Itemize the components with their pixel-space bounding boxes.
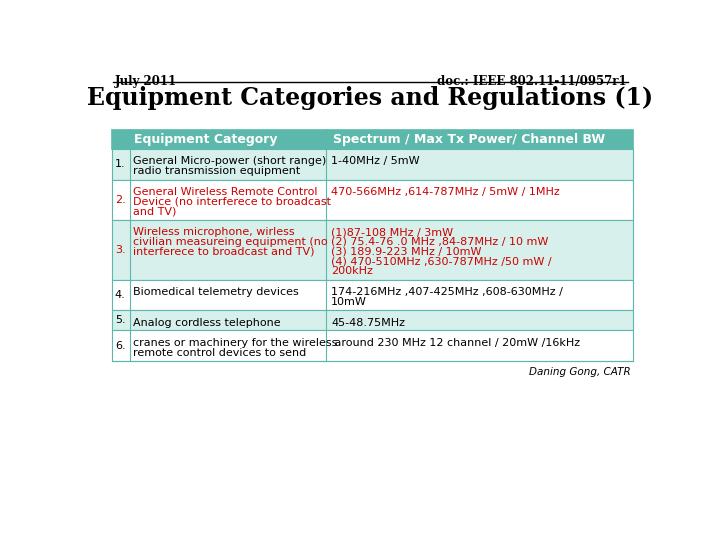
Bar: [112, 310, 632, 330]
Bar: [112, 130, 632, 148]
Text: 174-216MHz ,407-425MHz ,608-630MHz /: 174-216MHz ,407-425MHz ,608-630MHz /: [331, 287, 563, 298]
Text: cranes or machinery for the wireless: cranes or machinery for the wireless: [133, 338, 338, 348]
Text: radio transmission equipment: radio transmission equipment: [133, 166, 301, 176]
Text: Biomedical telemetry devices: Biomedical telemetry devices: [133, 287, 299, 298]
Text: 45-48.75MHz: 45-48.75MHz: [331, 318, 405, 328]
Text: 200kHz: 200kHz: [331, 266, 373, 276]
Bar: [112, 148, 632, 179]
Bar: [112, 280, 632, 310]
Text: (4) 470-510MHz ,630-787MHz /50 mW /: (4) 470-510MHz ,630-787MHz /50 mW /: [331, 256, 552, 266]
Text: 5.: 5.: [115, 315, 126, 326]
Text: Daning Gong, CATR: Daning Gong, CATR: [529, 367, 631, 377]
Text: 6.: 6.: [115, 341, 126, 351]
Text: 10mW: 10mW: [331, 297, 367, 307]
Text: civilian measureing equipment (no: civilian measureing equipment (no: [133, 237, 328, 247]
Text: remote control devices to send: remote control devices to send: [133, 348, 307, 358]
Text: interferece to broadcast and TV): interferece to broadcast and TV): [133, 247, 315, 256]
Text: 470-566MHz ,614-787MHz / 5mW / 1MHz: 470-566MHz ,614-787MHz / 5mW / 1MHz: [331, 187, 559, 197]
Bar: [112, 220, 632, 280]
Text: (1)87-108 MHz / 3mW: (1)87-108 MHz / 3mW: [331, 227, 453, 237]
Bar: [112, 330, 632, 361]
Text: Spectrum / Max Tx Power/ Channel BW: Spectrum / Max Tx Power/ Channel BW: [333, 133, 605, 146]
Bar: [112, 179, 632, 220]
Text: 3.: 3.: [115, 245, 126, 254]
Text: Analog cordless telephone: Analog cordless telephone: [133, 318, 281, 328]
Text: 1-40MHz / 5mW: 1-40MHz / 5mW: [331, 157, 420, 166]
Text: General Micro-power (short range): General Micro-power (short range): [133, 157, 327, 166]
Text: Equipment Category: Equipment Category: [134, 133, 278, 146]
Text: around 230 MHz 12 channel / 20mW /16kHz: around 230 MHz 12 channel / 20mW /16kHz: [331, 338, 580, 348]
Text: (2) 75.4-76 .0 MHz ,84-87MHz / 10 mW: (2) 75.4-76 .0 MHz ,84-87MHz / 10 mW: [331, 237, 549, 247]
Text: General Wireless Remote Control: General Wireless Remote Control: [133, 187, 318, 197]
Text: 1.: 1.: [115, 159, 126, 169]
Text: 4.: 4.: [115, 290, 126, 300]
Text: Wireless microphone, wirless: Wireless microphone, wirless: [133, 227, 295, 237]
Text: and TV): and TV): [133, 206, 177, 217]
Text: 2.: 2.: [115, 194, 126, 205]
Text: doc.: IEEE 802.11-11/0957r1: doc.: IEEE 802.11-11/0957r1: [436, 75, 626, 88]
Text: July 2011: July 2011: [114, 75, 177, 88]
Text: (3) 189.9-223 MHz / 10mW: (3) 189.9-223 MHz / 10mW: [331, 247, 482, 256]
Text: Device (no interferece to broadcast: Device (no interferece to broadcast: [133, 197, 331, 207]
Text: Equipment Categories and Regulations (1): Equipment Categories and Regulations (1): [88, 86, 654, 110]
